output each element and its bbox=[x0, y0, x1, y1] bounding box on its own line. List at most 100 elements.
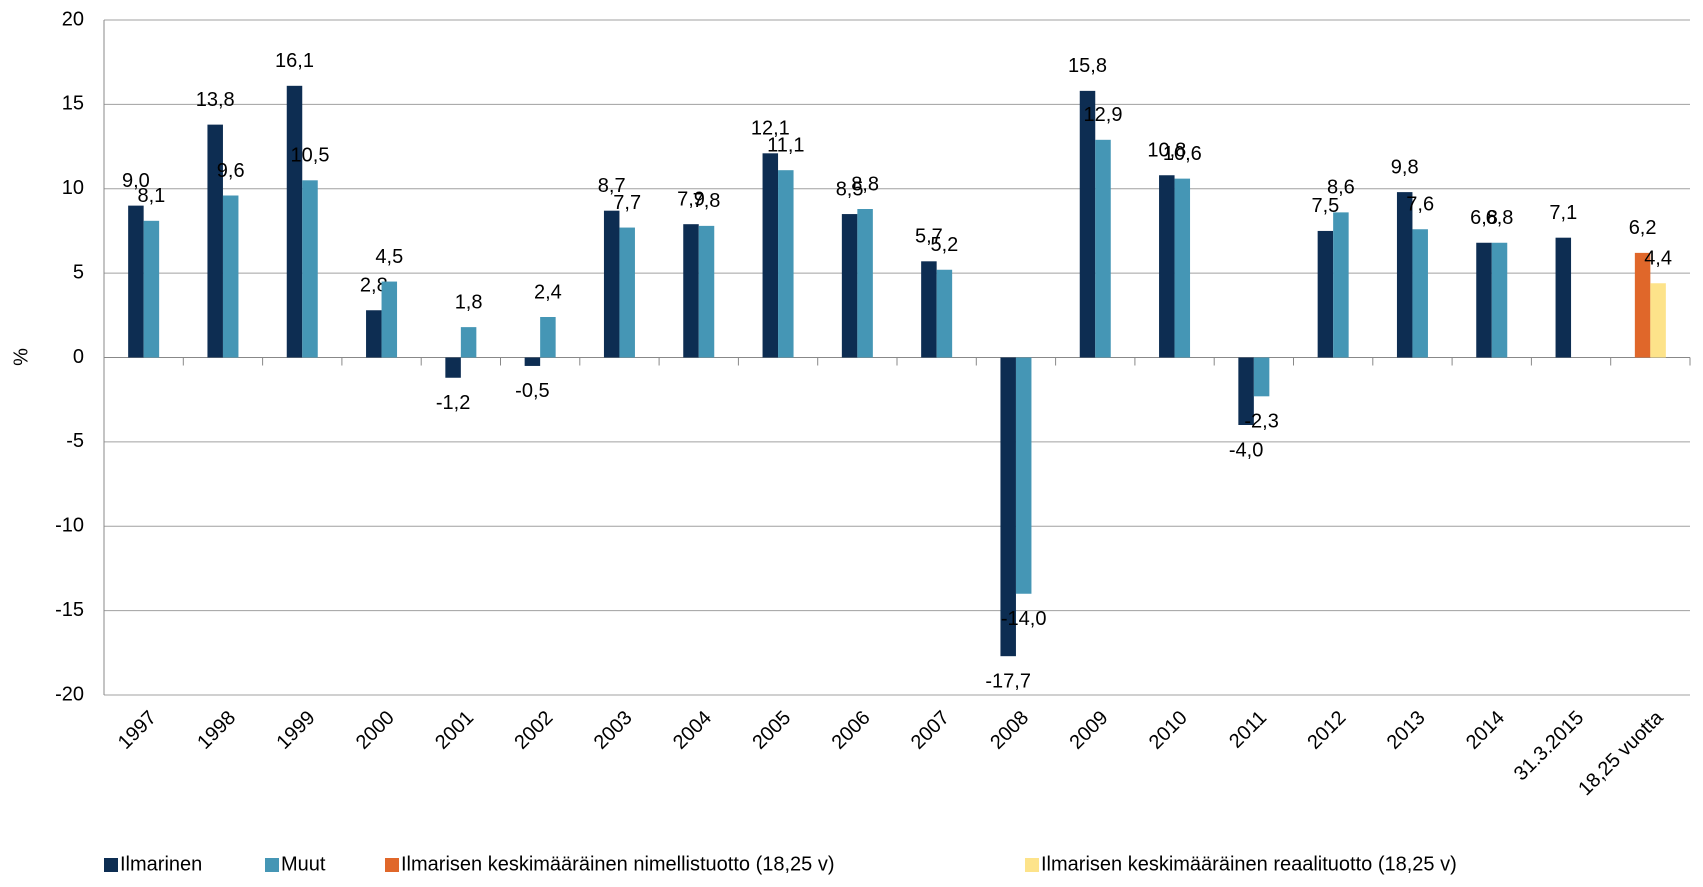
value-label: 6,8 bbox=[1470, 207, 1498, 229]
value-label: 8,1 bbox=[137, 185, 165, 207]
x-tick-label: 1997 bbox=[114, 707, 161, 754]
bar bbox=[524, 357, 541, 366]
value-label: 11,1 bbox=[767, 134, 804, 156]
x-tick-label: 2013 bbox=[1383, 707, 1430, 754]
y-tick-label: -15 bbox=[55, 599, 84, 621]
bar bbox=[1555, 237, 1572, 358]
value-label: 2,4 bbox=[534, 281, 562, 303]
bar bbox=[1333, 212, 1349, 358]
x-tick-label: 2012 bbox=[1303, 707, 1350, 754]
value-label: 1,8 bbox=[455, 291, 483, 313]
bar bbox=[857, 209, 873, 358]
y-tick-label: -5 bbox=[66, 430, 84, 452]
value-label: 4,4 bbox=[1644, 248, 1672, 270]
x-tick-label: 1998 bbox=[193, 707, 240, 754]
value-label: 12,9 bbox=[1084, 104, 1123, 126]
bar bbox=[1174, 178, 1191, 358]
bar bbox=[1079, 90, 1096, 358]
bar bbox=[683, 224, 699, 358]
legend-label: Ilmarisen keskimääräinen nimellistuotto … bbox=[401, 853, 835, 875]
value-label: 5,2 bbox=[930, 234, 958, 256]
value-label: 7,8 bbox=[693, 190, 721, 212]
legend-label: Muut bbox=[281, 853, 326, 875]
value-label: 9,0 bbox=[122, 170, 150, 192]
bar bbox=[222, 195, 239, 358]
value-label: 9,6 bbox=[217, 160, 245, 182]
value-label: 4,5 bbox=[375, 246, 403, 268]
value-label: 8,5 bbox=[836, 178, 864, 200]
value-label: 8,6 bbox=[1327, 177, 1355, 199]
x-tick-label: 2009 bbox=[1065, 707, 1112, 754]
y-axis-label: % bbox=[10, 348, 32, 366]
x-tick-label: 2006 bbox=[828, 707, 875, 754]
x-tick-label: 2004 bbox=[669, 707, 716, 754]
bar bbox=[540, 317, 556, 358]
y-tick-label: -20 bbox=[55, 683, 84, 705]
value-label: -0,5 bbox=[515, 380, 549, 402]
bar bbox=[1650, 283, 1666, 358]
value-label: 9,8 bbox=[1391, 156, 1419, 178]
x-tick-label: 18,25 vuotta bbox=[1574, 706, 1668, 800]
bar bbox=[286, 85, 303, 358]
bar bbox=[778, 170, 794, 358]
bar bbox=[381, 281, 398, 358]
bar bbox=[1000, 357, 1016, 657]
bar bbox=[1095, 139, 1111, 358]
x-tick-label: 2010 bbox=[1145, 707, 1192, 754]
bar bbox=[143, 220, 160, 358]
x-tick-label: 2003 bbox=[590, 707, 637, 754]
bar bbox=[921, 261, 937, 358]
value-label: 7,1 bbox=[1549, 202, 1577, 224]
value-label: -2,3 bbox=[1244, 411, 1278, 433]
y-tick-label: 5 bbox=[73, 261, 84, 283]
bar bbox=[460, 327, 477, 358]
value-label: 7,6 bbox=[1406, 194, 1434, 216]
bar bbox=[445, 357, 461, 378]
bar bbox=[698, 225, 715, 358]
value-label: 6,8 bbox=[1486, 207, 1514, 229]
value-label: -14,0 bbox=[1001, 608, 1047, 630]
x-tick-label: 2000 bbox=[352, 707, 399, 754]
bar bbox=[1396, 192, 1413, 358]
legend-swatch bbox=[385, 858, 399, 872]
x-tick-label: 1999 bbox=[272, 707, 319, 754]
y-tick-label: 10 bbox=[62, 177, 84, 199]
bar bbox=[841, 214, 858, 358]
bar bbox=[1015, 357, 1032, 594]
bar bbox=[1238, 357, 1254, 425]
bar bbox=[1159, 175, 1175, 358]
value-label: 10,5 bbox=[291, 145, 330, 167]
bar bbox=[619, 227, 635, 358]
x-tick-label: 31.3.2015 bbox=[1510, 707, 1588, 785]
x-tick-label: 2007 bbox=[907, 707, 954, 754]
y-tick-label: 20 bbox=[62, 8, 84, 30]
x-tick-label: 2011 bbox=[1225, 707, 1271, 753]
value-label: 7,7 bbox=[613, 192, 641, 214]
value-label: 16,1 bbox=[275, 50, 314, 72]
bar bbox=[128, 205, 144, 358]
bar bbox=[1412, 229, 1428, 358]
bar bbox=[762, 153, 779, 358]
value-label: -4,0 bbox=[1229, 439, 1263, 461]
legend-swatch bbox=[104, 858, 118, 872]
bar bbox=[207, 124, 223, 358]
legend-swatch bbox=[1025, 858, 1039, 872]
bar bbox=[366, 310, 382, 358]
bar bbox=[1317, 230, 1334, 358]
bar bbox=[1253, 357, 1270, 397]
value-label: 13,8 bbox=[196, 89, 235, 111]
bar bbox=[302, 180, 318, 358]
value-label: -17,7 bbox=[985, 670, 1031, 692]
x-tick-label: 2002 bbox=[510, 707, 557, 754]
y-tick-label: -10 bbox=[55, 515, 84, 537]
value-label: 10,6 bbox=[1163, 143, 1202, 165]
legend-label: Ilmarinen bbox=[120, 853, 202, 875]
legend-swatch bbox=[265, 858, 279, 872]
value-label: -1,2 bbox=[436, 392, 470, 414]
y-tick-label: 15 bbox=[62, 93, 84, 115]
value-label: 5,7 bbox=[915, 226, 943, 248]
value-label: 10,8 bbox=[1147, 140, 1186, 162]
value-label: 6,2 bbox=[1629, 217, 1657, 239]
x-tick-label: 2005 bbox=[748, 707, 795, 754]
